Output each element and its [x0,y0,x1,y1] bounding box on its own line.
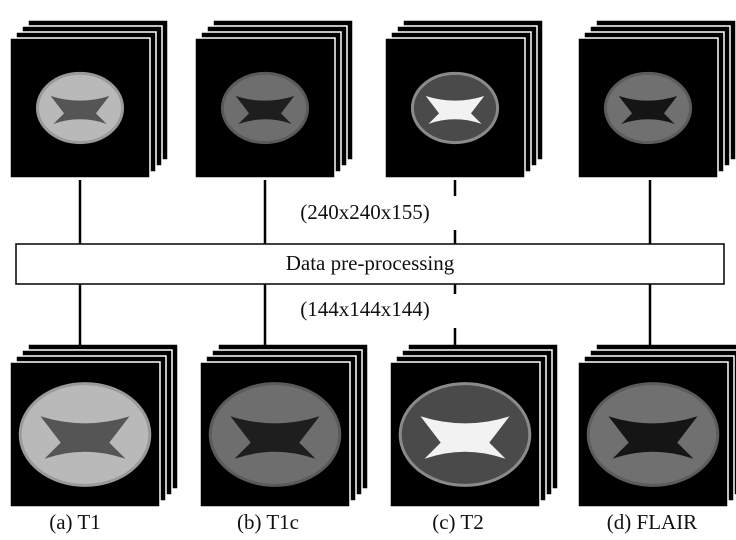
output-size: (144x144x144) [300,297,430,321]
process-label: Data pre-processing [286,251,455,275]
caption: (b) T1c [237,510,299,534]
caption: (c) T2 [432,510,484,534]
figure: (240x240x155) Data pre-processing (144x1… [0,0,736,540]
caption: (d) FLAIR [607,510,697,534]
caption: (a) T1 [49,510,101,534]
input-size: (240x240x155) [300,200,430,224]
